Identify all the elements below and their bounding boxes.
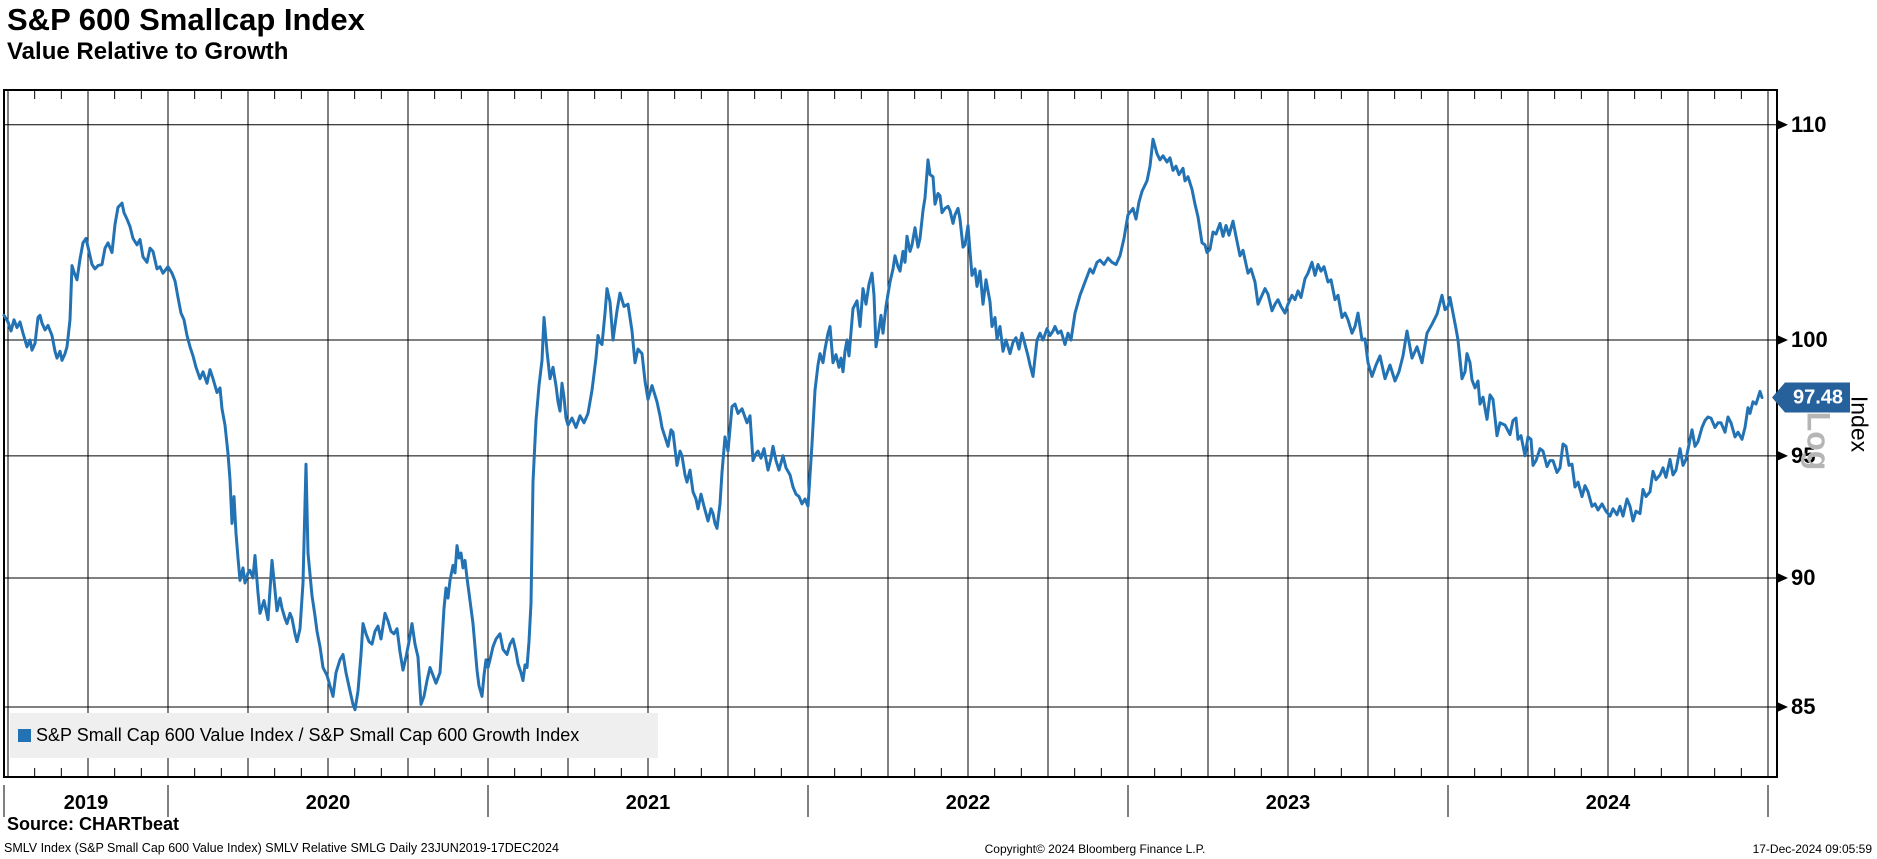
last-price-tag: 97.48 xyxy=(1772,382,1850,413)
year-label: 2022 xyxy=(945,792,991,814)
page-title: S&P 600 Smallcap Index xyxy=(7,2,365,37)
legend-swatch-icon xyxy=(18,729,31,742)
year-label: 2020 xyxy=(305,792,351,814)
price-tag-shape xyxy=(1772,382,1850,413)
source-line: Source: CHARTbeat xyxy=(7,814,180,834)
y-tick-label: 100 xyxy=(1791,327,1828,352)
timestamp: 17-Dec-2024 09:05:59 xyxy=(1752,842,1872,856)
legend-label: S&P Small Cap 600 Value Index / S&P Smal… xyxy=(36,725,580,745)
year-label: 2019 xyxy=(63,792,109,814)
log-scale-label: Log xyxy=(1800,411,1837,471)
y-tick-label: 85 xyxy=(1791,694,1816,720)
year-label: 2023 xyxy=(1265,792,1311,814)
y-tick-label: 110 xyxy=(1791,111,1827,137)
y-tick-label: 95 xyxy=(1791,442,1816,468)
chart-legend: S&P Small Cap 600 Value Index / S&P Smal… xyxy=(10,713,658,758)
last-price-value: 97.48 xyxy=(1792,386,1844,409)
copyright-line: Copyright© 2024 Bloomberg Finance L.P. xyxy=(984,842,1206,856)
year-label: 2024 xyxy=(1585,792,1631,814)
year-label: 2021 xyxy=(625,792,671,814)
y-tick-label: 90 xyxy=(1791,564,1816,590)
ticker-meta-line: SMLV Index (S&P Small Cap 600 Value Inde… xyxy=(4,841,559,855)
page-subtitle: Value Relative to Growth xyxy=(7,38,289,65)
